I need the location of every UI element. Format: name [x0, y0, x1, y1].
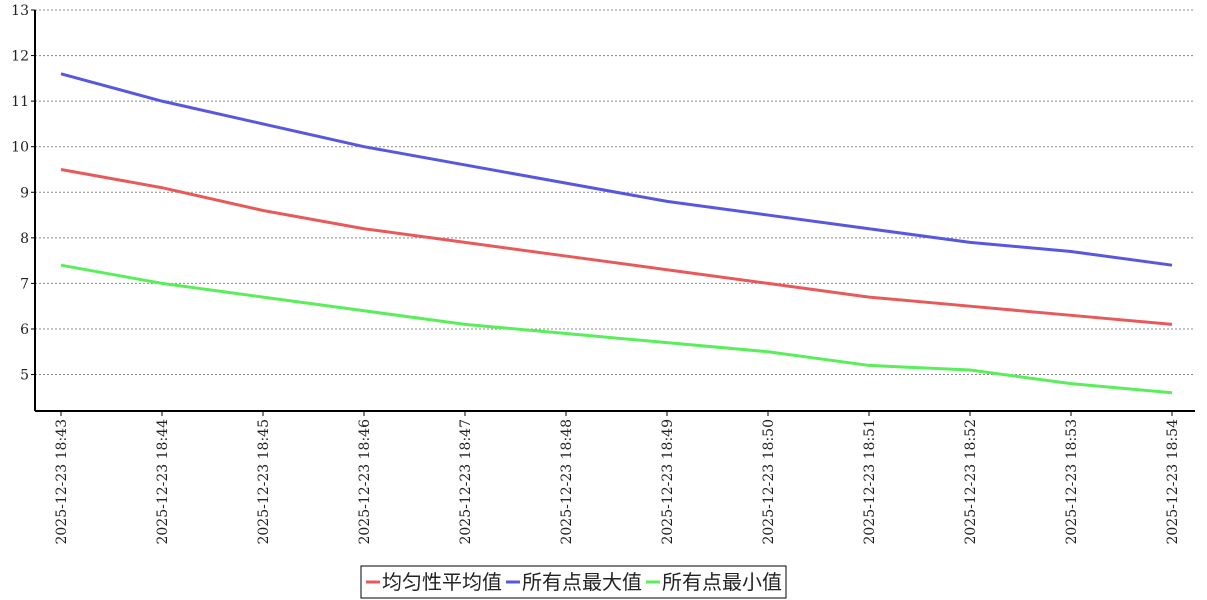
- y-tick-label: 11: [11, 94, 29, 110]
- legend-label: 所有点最大值: [522, 570, 642, 594]
- x-tick-label: 2025-12-23 18:47: [458, 419, 474, 545]
- y-tick-label: 12: [11, 49, 29, 65]
- x-tick-label: 2025-12-23 18:53: [1064, 419, 1080, 545]
- x-tick-label: 2025-12-23 18:54: [1165, 419, 1181, 545]
- x-tick-label: 2025-12-23 18:49: [660, 419, 676, 545]
- y-tick-label: 10: [11, 140, 29, 156]
- x-tick-label: 2025-12-23 18:44: [155, 419, 171, 545]
- legend-box: [360, 565, 787, 599]
- x-tick-label: 2025-12-23 18:46: [357, 419, 373, 545]
- y-tick-label: 8: [20, 231, 29, 247]
- x-tick-label: 2025-12-23 18:43: [54, 419, 70, 545]
- x-tick-label: 2025-12-23 18:50: [761, 419, 777, 545]
- y-tick-label: 5: [20, 368, 29, 384]
- x-tick-label: 2025-12-23 18:48: [559, 419, 575, 545]
- series-line: [60, 263, 1173, 395]
- x-tick-label: 2025-12-23 18:51: [862, 419, 878, 545]
- y-tick-label: 9: [20, 185, 29, 201]
- series-line: [60, 168, 1173, 326]
- y-tick-label: 7: [20, 276, 29, 292]
- x-tick-label: 2025-12-23 18:52: [963, 419, 979, 545]
- legend: 均匀性平均值 所有点最大值 所有点最小值: [360, 565, 787, 599]
- series-line: [60, 72, 1173, 267]
- y-tick-label: 13: [11, 3, 29, 19]
- x-tick-label: 2025-12-23 18:45: [256, 419, 272, 545]
- legend-label: 所有点最小值: [662, 570, 782, 594]
- legend-label: 均匀性平均值: [382, 570, 502, 594]
- y-tick-label: 6: [20, 322, 29, 338]
